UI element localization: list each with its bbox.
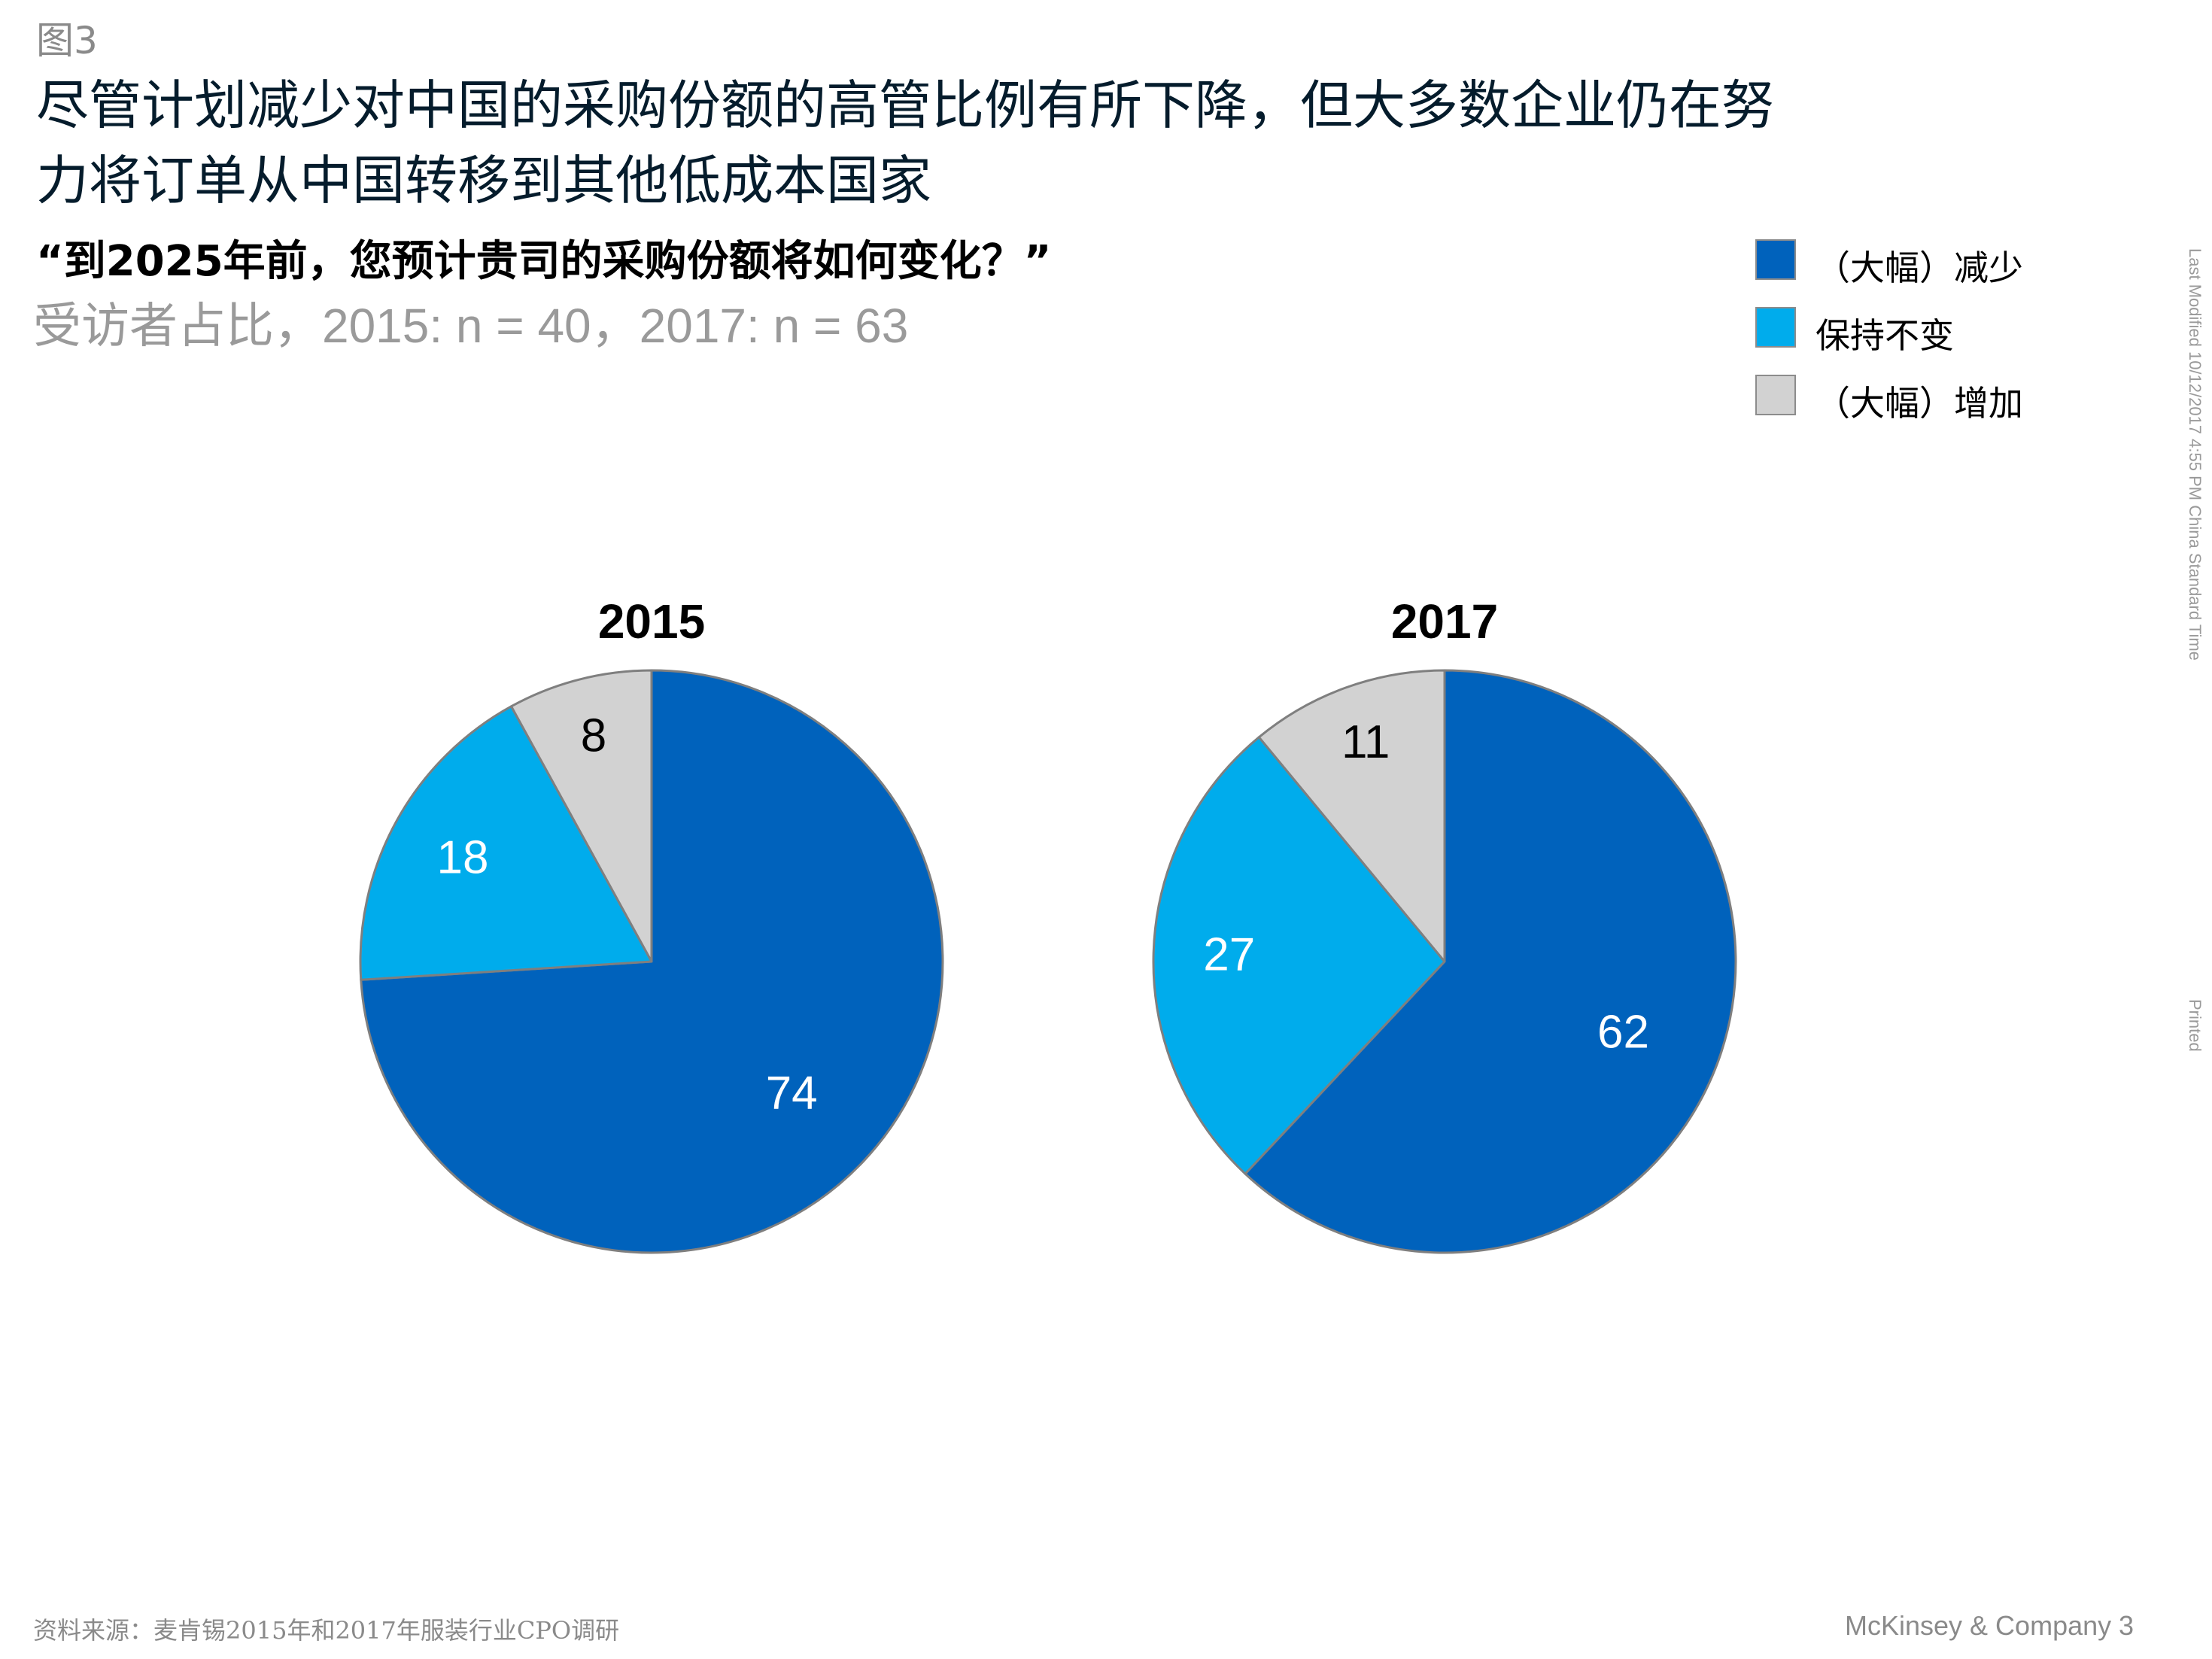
title-line-2: 力将订单从中国转移到其他低成本国家 [36,150,931,211]
footer-source: 资料来源：麦肯锡2015年和2017年服装行业CPO调研 [33,1616,620,1645]
legend-label-increase: （大幅）增加 [1815,383,2023,424]
legend-swatch-decrease [1755,239,1796,280]
footer-company: McKinsey & Company [1845,1610,2112,1641]
pie-slice-increase-2015 [510,669,653,963]
page-title: 尽管计划减少对中国的采购份额的高管比例有所下降，但大多数企业仍在努 力将订单从中… [36,68,2128,218]
legend-label-unchanged: 保持不变 [1815,315,1954,356]
legend-item-unchanged: 保持不变 [1755,307,2116,356]
legend-item-decrease: （大幅）减少 [1755,239,2116,288]
pie-slice-unchanged-2017 [1152,736,1446,1175]
pie-chart-2017: 2017 62 27 11 [1152,594,1737,1254]
respondent-subtitle: 受访者占比，2015: n = 40，2017: n = 63 [33,299,909,353]
title-line-1: 尽管计划减少对中国的采购份额的高管比例有所下降，但大多数企业仍在努 [36,74,1774,136]
data-label-decrease-2017: 62 [1597,1007,1649,1059]
pie-slice-unchanged-2015 [359,705,653,981]
survey-question: “到2025年前，您预计贵司的采购份额将如何变化？” [36,237,1052,286]
chart-title-2017: 2017 [1391,594,1498,649]
legend-item-increase: （大幅）增加 [1755,375,2116,424]
data-label-unchanged-2017: 27 [1203,929,1255,981]
pie-chart-2015: 2015 74 18 8 [359,594,944,1254]
data-label-unchanged-2015: 18 [437,832,489,884]
data-label-increase-2017: 11 [1341,716,1390,768]
legend-swatch-increase [1755,375,1796,415]
data-label-decrease-2015: 74 [766,1067,818,1119]
pie-slice-decrease-2017 [1244,669,1737,1254]
legend-label-decrease: （大幅）减少 [1815,248,2023,288]
figure-label: 图3 [36,19,98,62]
chart-title-2015: 2015 [598,594,705,649]
data-label-increase-2015: 8 [581,710,606,762]
legend-swatch-unchanged [1755,307,1796,348]
page-number: 3 [2119,1610,2135,1641]
pie-slice-increase-2017 [1257,669,1446,963]
